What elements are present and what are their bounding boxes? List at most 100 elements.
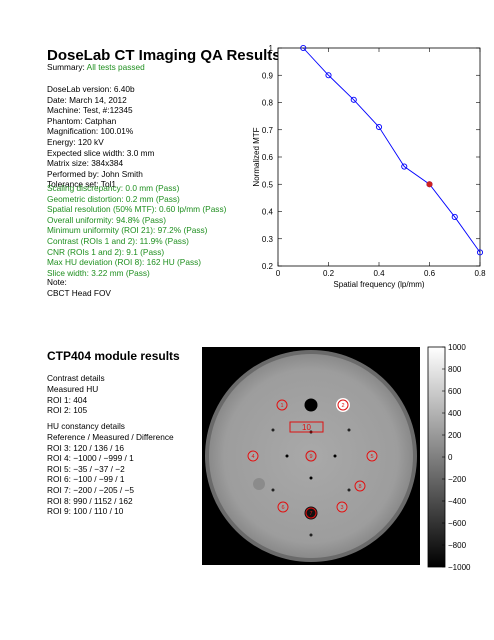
insert-8 <box>354 480 366 492</box>
colorbar-tick-label: 1000 <box>448 343 466 352</box>
marker-dot <box>347 488 351 492</box>
roi-markers: 2 1 9 4 5 8 3 6 7 <box>247 399 378 519</box>
colorbar-tick-label: −1000 <box>448 563 471 570</box>
result-line: Spatial resolution (50% MTF): 0.60 lp/mm… <box>47 204 227 215</box>
y-tick-label: 0.4 <box>262 208 274 217</box>
contrast-line: ROI 2: 105 <box>47 405 88 416</box>
result-line: Geometric distortion: 0.2 mm (Pass) <box>47 193 180 204</box>
air-insert <box>304 398 318 412</box>
roi-10-box <box>289 421 324 433</box>
result-line: Contrast (ROIs 1 and 2): 11.9% (Pass) <box>47 235 189 246</box>
hu-block: Reference / Measured / Difference ROI 3: … <box>47 432 174 517</box>
result-line: Scaling discrepancy: 0.0 mm (Pass) <box>47 183 180 193</box>
roi-circle <box>276 399 288 411</box>
note-text: CBCT Head FOV <box>47 288 111 298</box>
x-tick-label: 0.8 <box>474 269 486 278</box>
contrast-line: ROI 1: 404 <box>47 394 88 405</box>
hu-line: Reference / Measured / Difference <box>47 432 174 442</box>
x-tick-label: 0 <box>276 269 281 278</box>
info-line: DoseLab version: 6.40b <box>47 84 135 94</box>
mtf-point <box>451 213 458 220</box>
result-line: Slice width: 3.22 mm (Pass) <box>47 267 150 278</box>
roi-circle <box>336 501 348 513</box>
hu-line: ROI 6: −100 / −99 / 1 <box>47 474 125 485</box>
roi-circle <box>247 450 259 462</box>
hu-line: ROI 5: −35 / −37 / −2 <box>47 463 125 474</box>
y-tick-label: 0.8 <box>262 99 274 108</box>
mtf-point <box>401 163 408 170</box>
result-line: CNR (ROIs 1 and 2): 9.1 (Pass) <box>47 246 165 257</box>
mtf-point <box>325 72 332 79</box>
roi-label: 1 <box>280 403 283 409</box>
roi-circle <box>305 507 317 519</box>
result-line: Minimum uniformity (ROI 21): 97.2% (Pass… <box>47 225 208 236</box>
colorbar-tick-label: −600 <box>448 519 467 528</box>
colorbar-tick-label: 200 <box>448 431 462 440</box>
ctp404-title: CTP404 module results <box>47 349 180 363</box>
x-axis-label: Spatial frequency (lp/mm) <box>333 280 424 289</box>
phantom-image: 10 2 1 9 4 5 8 3 6 7 <box>202 347 420 565</box>
roi-label: 4 <box>251 454 254 460</box>
colorbar: 1000 800 600 400 200 0 −200 −400 −600 −800 −1000 <box>427 343 471 570</box>
insert-center <box>305 450 317 462</box>
roi-circle <box>354 480 366 492</box>
insert-5 <box>366 450 378 462</box>
info-line: Machine: Test, #:12345 <box>47 105 133 116</box>
summary-value: All tests passed <box>86 62 145 72</box>
insert-7 <box>253 478 265 490</box>
x-tick-label: 0.2 <box>323 269 335 278</box>
contrast-block: Measured HU ROI 1: 404 ROI 2: 105 <box>47 384 98 416</box>
y-tick-label: 0.3 <box>262 235 274 244</box>
info-line: Matrix size: 384x384 <box>47 158 124 169</box>
hu-line: ROI 3: 120 / 136 / 16 <box>47 442 125 453</box>
results-block: Scaling discrepancy: 0.0 mm (Pass) Geomet… <box>47 183 226 278</box>
info-line: Energy: 120 kV <box>47 136 104 147</box>
mtf-point <box>476 249 484 256</box>
roi-label: 7 <box>309 511 312 517</box>
colorbar-tick-label: −400 <box>448 497 467 506</box>
colorbar-tick-label: 800 <box>448 365 462 374</box>
info-line: Phantom: Catphan <box>47 115 117 126</box>
marker-dot <box>333 454 337 458</box>
mtf-line <box>302 47 481 253</box>
y-axis-label: Normalized MTF <box>252 127 261 186</box>
mtf50-point <box>426 181 433 188</box>
report-title: DoseLab CT Imaging QA Results <box>47 47 281 64</box>
hu-line: ROI 9: 100 / 110 / 10 <box>47 506 124 517</box>
roi-label: 9 <box>309 454 312 460</box>
colorbar-tick-label: 400 <box>448 409 462 418</box>
mtf-point <box>375 123 383 131</box>
colorbar-tick-label: 600 <box>448 387 462 396</box>
roi-circle <box>337 399 349 411</box>
x-tick-label: 0.6 <box>424 269 436 278</box>
info-block: DoseLab version: 6.40b Date: March 14, 20… <box>47 84 154 190</box>
marker-dot <box>271 428 275 432</box>
y-tick-label: 0.7 <box>262 126 274 135</box>
roi-circle <box>366 450 378 462</box>
note-label: Note: <box>47 277 67 287</box>
summary-label: Summary: <box>47 62 85 72</box>
mtf-chart: 0.20.30.40.50.60.70.80.910 0.2 0.4 0.6 0.8Sp… <box>252 44 486 289</box>
roi-label: 2 <box>341 403 344 409</box>
plot-frame <box>277 47 481 267</box>
info-line: Tolerance set: Tol1 <box>47 179 117 190</box>
insert-6 <box>277 501 289 513</box>
info-line: Date: March 14, 2012 <box>47 94 127 105</box>
hu-line: ROI 7: −200 / −205 / −5 <box>47 484 134 495</box>
contrast-line: Measured HU <box>47 384 99 394</box>
roi-label: 8 <box>358 484 361 490</box>
insert-4 <box>247 450 259 462</box>
colorbar-tick-label: −200 <box>448 475 467 484</box>
info-line: Expected slice width: 3.0 mm <box>47 147 155 158</box>
colorbar-tick-label: −800 <box>448 541 467 550</box>
mtf-point <box>300 44 307 52</box>
marker-dot <box>309 476 313 480</box>
marker-dot <box>285 454 289 458</box>
info-line: Magnification: 100.01% <box>47 126 134 137</box>
contrast-heading: Contrast details <box>47 373 105 383</box>
mtf-point <box>350 96 357 103</box>
roi-label: 3 <box>340 505 343 511</box>
roi-10-label: 10 <box>302 423 311 432</box>
hu-line: ROI 4: −1000 / −999 / 1 <box>47 453 134 464</box>
y-tick-label: 0.9 <box>262 71 274 80</box>
